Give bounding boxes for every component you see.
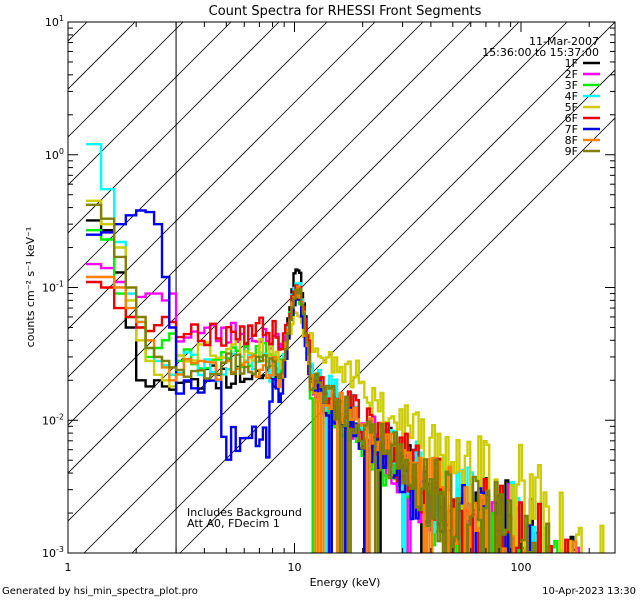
hatch-line xyxy=(68,22,232,186)
series-line-9f xyxy=(85,203,551,553)
x-tick-labels: 1 10 100 xyxy=(65,561,532,574)
legend-label: 7F xyxy=(565,123,578,136)
hatch-line xyxy=(68,22,184,138)
hatch-line xyxy=(83,22,615,553)
y-tick-label: 10-2 xyxy=(42,412,64,427)
hatch-line xyxy=(68,22,472,426)
hatch-line xyxy=(131,69,615,553)
hatch-line xyxy=(68,22,328,282)
hatch-line xyxy=(68,22,520,474)
y-tick-label: 10-3 xyxy=(42,545,64,560)
y-tick-label: 101 xyxy=(45,14,64,29)
x-tick-label: 100 xyxy=(511,561,532,574)
hatch-line xyxy=(68,22,424,378)
chart-title: Count Spectra for RHESSI Front Segments xyxy=(209,4,482,19)
legend-label: 6F xyxy=(565,112,578,125)
y-tick-label: 10-1 xyxy=(42,280,64,295)
legend-label: 1F xyxy=(565,57,578,70)
series-layer xyxy=(85,143,605,553)
footer-timestamp: 10-Apr-2023 13:30 xyxy=(542,586,636,597)
series-line-7f xyxy=(85,209,532,553)
hatch-line xyxy=(179,117,615,553)
axis-ticks xyxy=(67,22,615,554)
y-tick-label: 100 xyxy=(45,147,64,162)
footer-generated-by: Generated by hsi_min_spectra_plot.pro xyxy=(2,586,198,597)
legend-label: 8F xyxy=(565,134,578,147)
legend-label: 2F xyxy=(565,68,578,81)
hatch-line xyxy=(68,22,280,234)
legend-label: 3F xyxy=(565,79,578,92)
x-tick-label: 10 xyxy=(288,561,302,574)
x-tick-label: 1 xyxy=(65,561,72,574)
legend-label: 5F xyxy=(565,101,578,114)
x-axis-label: Energy (keV) xyxy=(310,576,381,589)
time-range-label: 15:36:00 to 15:37:00 xyxy=(482,46,599,59)
legend-label: 9F xyxy=(565,145,578,158)
y-axis-label: counts cm⁻² s⁻¹ keV⁻¹ xyxy=(24,227,37,348)
legend-label: 4F xyxy=(565,90,578,103)
annotation-background: Includes Background xyxy=(187,506,302,519)
y-tick-labels: 10-3 10-2 10-1 100 101 xyxy=(42,14,64,560)
annotation-attenuator: Att A0, FDecim 1 xyxy=(187,517,280,530)
date-label: 11-Mar-2007 xyxy=(529,35,599,48)
hatched-region xyxy=(68,22,615,553)
